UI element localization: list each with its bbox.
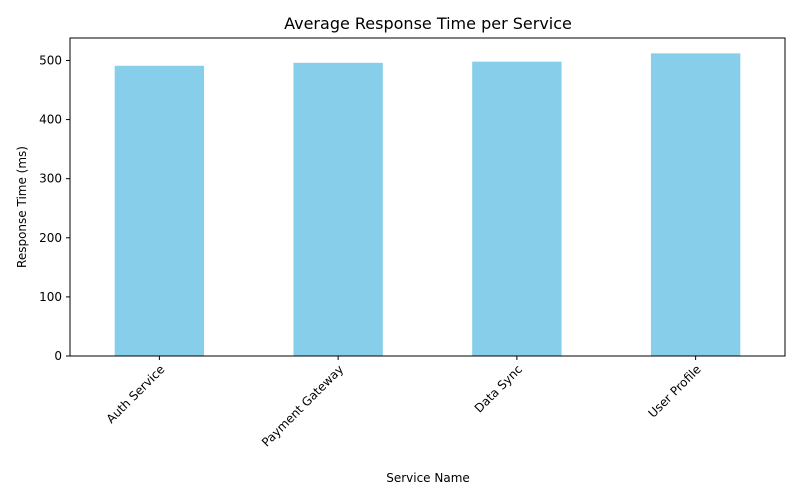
x-tick-label: User Profile xyxy=(645,362,703,420)
bars-group xyxy=(114,53,741,356)
y-tick-label: 500 xyxy=(39,53,62,67)
x-axis-label: Service Name xyxy=(386,471,470,485)
x-tick-label: Data Sync xyxy=(472,362,525,415)
y-axis-label: Response Time (ms) xyxy=(15,146,29,268)
y-tick-label: 100 xyxy=(39,290,62,304)
x-axis: Auth Service Payment Gateway Data Sync User… xyxy=(104,356,704,449)
bar-payment-gateway xyxy=(293,62,383,356)
y-tick-label: 300 xyxy=(39,172,62,186)
x-tick-label: Auth Service xyxy=(104,362,168,426)
chart-title: Average Response Time per Service xyxy=(284,14,572,33)
y-tick-label: 200 xyxy=(39,231,62,245)
x-tick-label: Payment Gateway xyxy=(259,362,346,449)
y-tick-label: 400 xyxy=(39,113,62,127)
bar-user-profile xyxy=(650,53,741,356)
bar-data-sync xyxy=(472,61,562,356)
y-axis: 0 100 200 300 400 500 xyxy=(39,53,70,363)
bar-auth-service xyxy=(114,65,205,356)
y-tick-label: 0 xyxy=(54,349,62,363)
plot-frame xyxy=(69,37,786,357)
